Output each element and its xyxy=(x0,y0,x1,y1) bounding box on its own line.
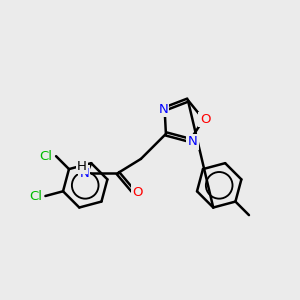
Text: N: N xyxy=(188,135,197,148)
Text: H: H xyxy=(77,160,87,173)
Text: N: N xyxy=(158,103,168,116)
Text: Cl: Cl xyxy=(29,190,42,202)
Text: Cl: Cl xyxy=(40,150,52,163)
Text: O: O xyxy=(132,186,143,199)
Text: N: N xyxy=(79,167,89,180)
Text: O: O xyxy=(200,113,210,126)
